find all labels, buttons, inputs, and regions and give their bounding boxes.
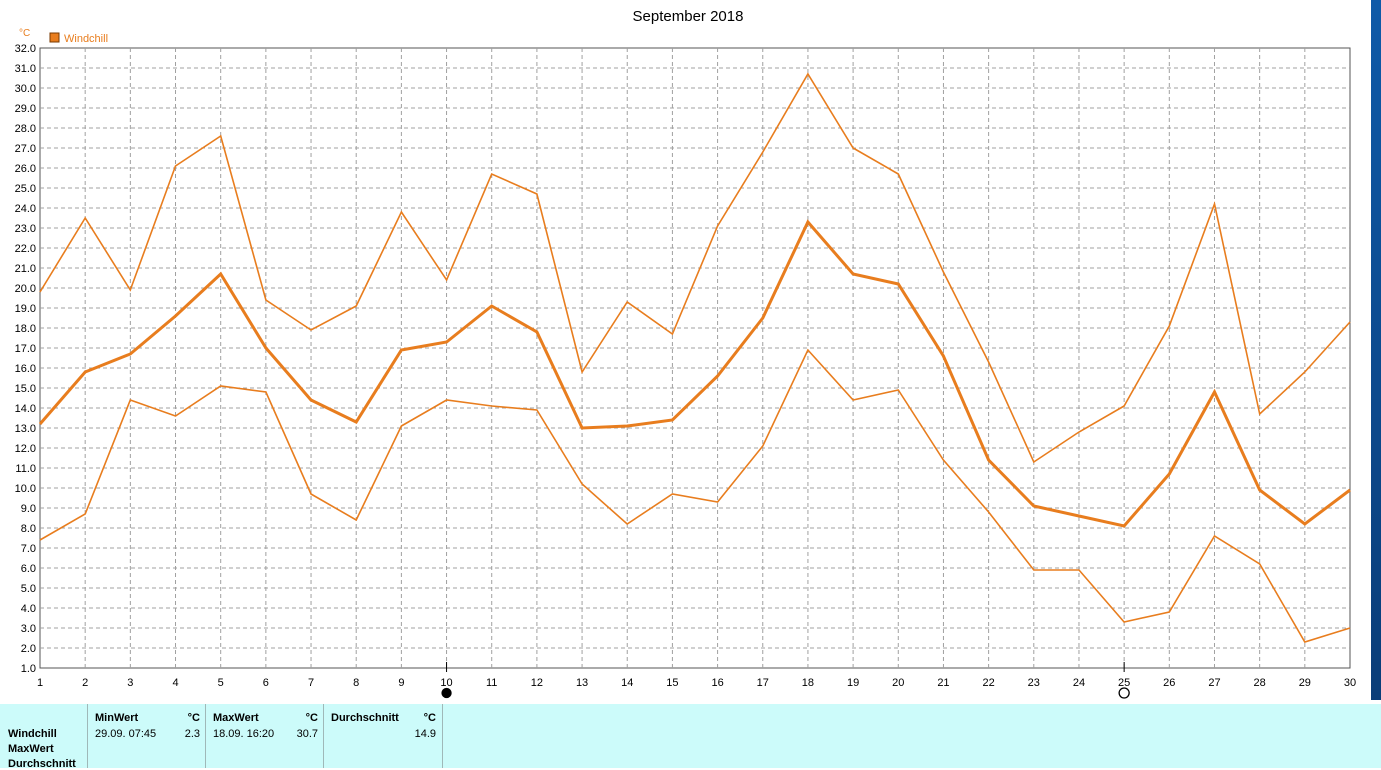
- y-tick-label: 23.0: [15, 223, 36, 235]
- y-tick-label: 17.0: [15, 343, 36, 355]
- y-tick-label: 18.0: [15, 323, 36, 335]
- x-axis: 1 2 3 4 5 6 7 8 9 10 11 12 13 14 15 16 17 18 19 20 21 22 23 24 2…: [37, 677, 1356, 689]
- y-tick-label: 7.0: [21, 543, 36, 555]
- x-tick-label: 2: [82, 677, 88, 689]
- stats-col-maxwert: MaxWert °C 18.09. 16:20 30.7: [205, 704, 324, 768]
- x-tick-label: 11: [486, 677, 497, 689]
- y-tick-label: 3.0: [21, 623, 36, 635]
- new-moon-icon: [441, 687, 452, 699]
- y-tick-label: 20.0: [15, 283, 36, 295]
- stats-header: MinWert: [95, 712, 139, 724]
- y-tick-label: 25.0: [15, 183, 36, 195]
- y-tick-label: 5.0: [21, 583, 36, 595]
- x-tick-label: 23: [1028, 677, 1040, 689]
- stats-date: 18.09. 16:20: [213, 728, 275, 740]
- y-tick-label: 14.0: [15, 403, 36, 415]
- series-line-max: [39, 72, 1351, 464]
- stats-panel: Windchill MaxWert Durchschnitt MinWert °…: [0, 704, 1381, 770]
- x-tick-label: 15: [666, 677, 678, 689]
- stats-value: 14.9: [414, 728, 436, 740]
- x-tick-label: 26: [1163, 677, 1175, 689]
- y-tick-label: 19.0: [15, 303, 36, 315]
- legend-label-windchill: Windchill: [64, 33, 108, 45]
- y-tick-label: 13.0: [15, 423, 36, 435]
- x-tick-label: 22: [982, 677, 994, 689]
- stats-header: Durchschnitt: [331, 712, 399, 724]
- x-tick-label: 9: [398, 677, 404, 689]
- y-tick-label: 30.0: [15, 83, 36, 95]
- stats-col-minwert: MinWert °C 29.09. 07:45 2.3: [87, 704, 206, 768]
- stats-col-durchschnitt: Durchschnitt °C 14.9: [323, 704, 443, 768]
- x-tick-label: 6: [263, 677, 269, 689]
- y-tick-label: 28.0: [15, 123, 36, 135]
- x-tick-label: 20: [892, 677, 904, 689]
- y-tick-label: 8.0: [21, 523, 36, 535]
- stats-unit: °C: [305, 712, 318, 724]
- y-axis: 1.0 2.0 3.0 4.0 5.0 6.0 7.0 8.0 9.0 10.0 11.0 12.0 1…: [15, 43, 36, 675]
- x-tick-label: 21: [937, 677, 949, 689]
- x-tick-label: 7: [308, 677, 314, 689]
- y-tick-label: 1.0: [21, 663, 36, 675]
- x-tick-label: 16: [711, 677, 723, 689]
- stats-unit: °C: [187, 712, 200, 724]
- x-tick-label: 3: [127, 677, 133, 689]
- stats-row-label-maxwert: MaxWert: [8, 743, 54, 755]
- window-edge: [1371, 0, 1381, 700]
- stats-date: 29.09. 07:45: [95, 728, 157, 740]
- y-axis-unit: °C: [19, 28, 30, 39]
- x-tick-label: 27: [1208, 677, 1220, 689]
- y-tick-label: 15.0: [15, 383, 36, 395]
- x-tick-label: 1: [37, 677, 43, 689]
- chart-title: September 2018: [633, 8, 744, 25]
- plot-frame: [39, 47, 1351, 669]
- y-tick-label: 9.0: [21, 503, 36, 515]
- series-line-average: [38, 219, 1351, 528]
- y-tick-label: 27.0: [15, 143, 36, 155]
- stats-value: 30.7: [296, 728, 318, 740]
- y-tick-label: 4.0: [21, 603, 36, 615]
- markers-group: [441, 662, 1130, 699]
- x-tick-label: 8: [353, 677, 359, 689]
- x-tick-label: 10: [440, 677, 452, 689]
- y-tick-label: 22.0: [15, 243, 36, 255]
- y-tick-label: 16.0: [15, 363, 36, 375]
- x-tick-label: 13: [576, 677, 588, 689]
- y-tick-label: 31.0: [15, 63, 36, 75]
- y-tick-label: 26.0: [15, 163, 36, 175]
- series-group: [38, 72, 1351, 643]
- legend-swatch: [49, 32, 60, 43]
- x-tick-label: 12: [531, 677, 543, 689]
- y-tick-label: 21.0: [15, 263, 36, 275]
- y-tick-label: 32.0: [15, 43, 36, 55]
- y-tick-label: 12.0: [15, 443, 36, 455]
- x-tick-label: 29: [1299, 677, 1311, 689]
- x-tick-label: 5: [218, 677, 224, 689]
- stats-value: 2.3: [184, 728, 200, 740]
- y-tick-label: 24.0: [15, 203, 36, 215]
- y-tick-label: 10.0: [15, 483, 36, 495]
- y-tick-label: 6.0: [21, 563, 36, 575]
- x-tick-label: 25: [1118, 677, 1130, 689]
- x-tick-label: 18: [802, 677, 814, 689]
- x-tick-label: 28: [1254, 677, 1266, 689]
- stats-row-label-durchschnitt: Durchschnitt: [8, 758, 76, 770]
- grid: [40, 48, 1350, 668]
- stats-unit: °C: [423, 712, 436, 724]
- y-tick-label: 29.0: [15, 103, 36, 115]
- x-tick-label: 14: [621, 677, 633, 689]
- x-tick-label: 4: [172, 677, 178, 689]
- full-moon-icon: [1118, 687, 1130, 699]
- stats-header: MaxWert: [213, 712, 259, 724]
- stats-row-label-windchill: Windchill: [8, 728, 57, 740]
- x-tick-label: 24: [1073, 677, 1085, 689]
- chart: September 2018 °C Windchill 1.0 2.0 3.0 4.0…: [15, 8, 1356, 699]
- x-tick-label: 19: [847, 677, 859, 689]
- series-line-min: [39, 348, 1351, 643]
- y-tick-label: 11.0: [15, 463, 36, 475]
- y-tick-label: 2.0: [21, 643, 36, 655]
- x-tick-label: 17: [757, 677, 769, 689]
- x-tick-label: 30: [1344, 677, 1356, 689]
